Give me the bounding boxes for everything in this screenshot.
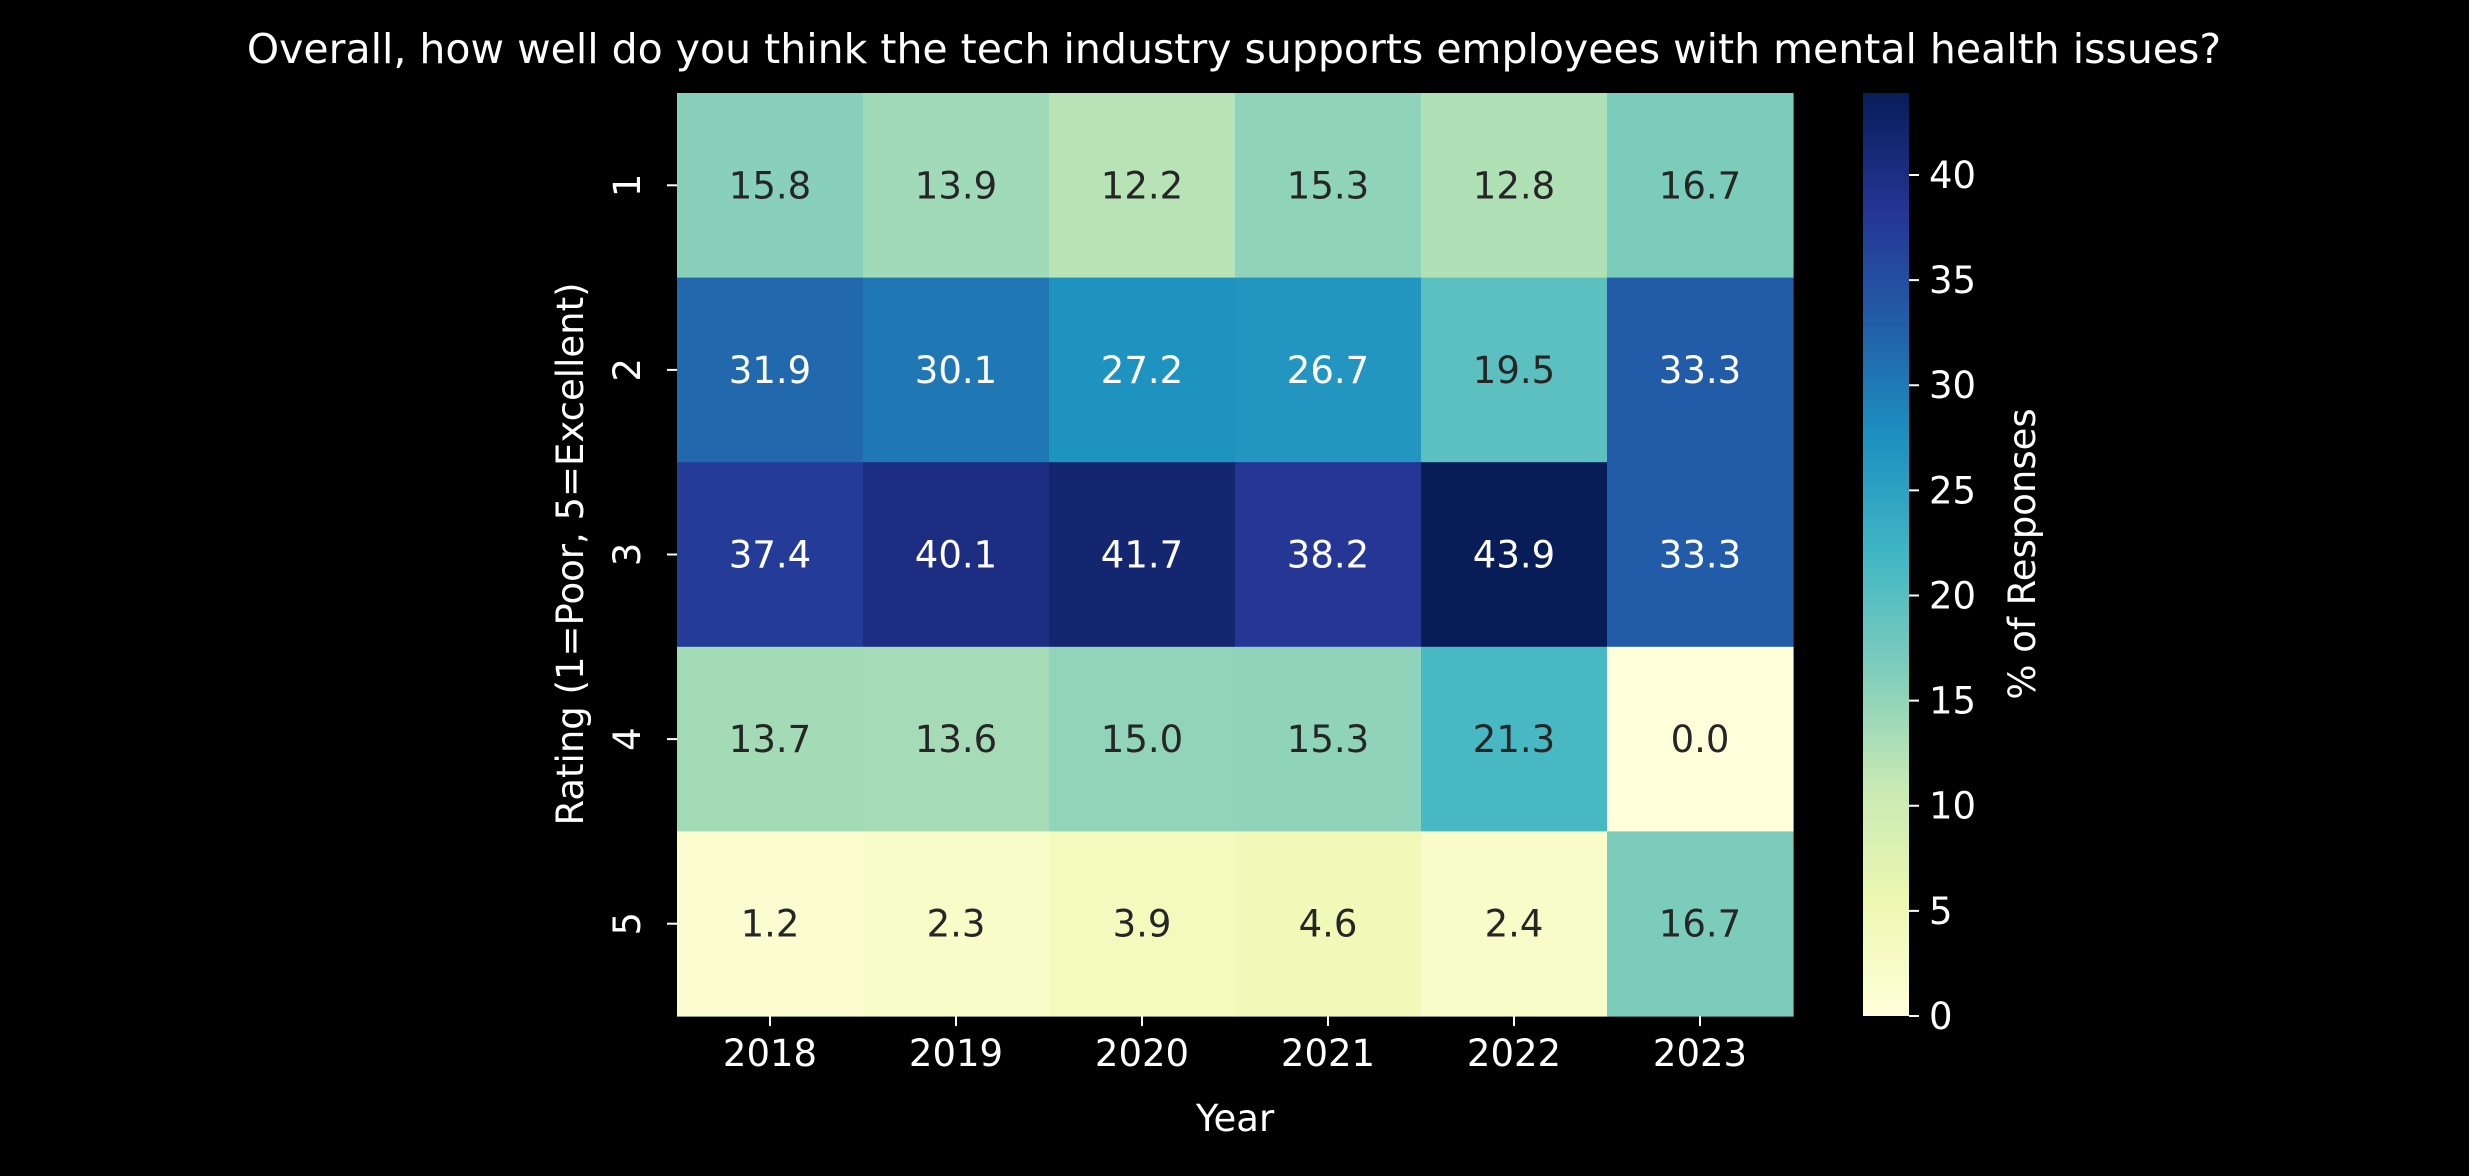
cell-value-label: 13.6: [915, 718, 997, 761]
cell-value-label: 38.2: [1287, 534, 1369, 577]
y-tick-label: 5: [606, 912, 649, 936]
cell-value-label: 37.4: [729, 534, 811, 577]
heatmap-cell: [1421, 462, 1608, 648]
heatmap-cell: [1421, 831, 1608, 1017]
x-axis: 2018 2019 2020 2021 2022 2023: [723, 1016, 1747, 1075]
cell-value-label: 3.9: [1113, 903, 1172, 946]
heatmap-cell: [1049, 277, 1236, 463]
cell-value-label: 41.7: [1101, 534, 1183, 577]
colorbar-label: % of Responses: [2001, 408, 2044, 699]
cell-value-label: 26.7: [1287, 349, 1369, 392]
x-tick-label: 2021: [1281, 1032, 1375, 1075]
heatmap-cell: [863, 462, 1050, 648]
cell-value-label: 13.7: [729, 718, 811, 761]
cell-value-label: 19.5: [1473, 349, 1555, 392]
cell-value-label: 30.1: [915, 349, 997, 392]
heatmap-cell: [1421, 93, 1608, 279]
chart-title: Overall, how well do you think the tech …: [247, 25, 2221, 73]
heatmap-cell: [1607, 93, 1794, 279]
heatmap-cell: [1607, 277, 1794, 463]
heatmap-cell: [1049, 93, 1236, 279]
heatmap-cells: [677, 93, 1794, 1017]
cell-value-label: 15.8: [729, 164, 811, 207]
x-tick-label: 2018: [723, 1032, 817, 1075]
y-axis: 1 2 3 4 5: [606, 174, 677, 936]
heatmap-cell: [1235, 93, 1422, 279]
heatmap-cell: [1235, 277, 1422, 463]
cell-value-label: 1.2: [741, 903, 800, 946]
heatmap-cell: [1421, 277, 1608, 463]
cell-value-label: 43.9: [1473, 534, 1555, 577]
colorbar-tick-label: 15: [1929, 680, 1976, 723]
heatmap-cell: [1235, 831, 1422, 1017]
cell-value-label: 33.3: [1659, 534, 1741, 577]
colorbar-gradient: [1863, 93, 1909, 1016]
heatmap-cell: [677, 646, 864, 832]
cell-value-label: 21.3: [1473, 718, 1555, 761]
y-axis-label: Rating (1=Poor, 5=Excellent): [549, 282, 592, 825]
heatmap-cell: [1049, 646, 1236, 832]
colorbar-tick-label: 25: [1929, 469, 1976, 512]
cell-value-label: 15.3: [1287, 718, 1369, 761]
cell-value-label: 15.3: [1287, 164, 1369, 207]
cell-value-label: 16.7: [1659, 164, 1741, 207]
heatmap-cell: [863, 831, 1050, 1017]
heatmap-cell: [1421, 646, 1608, 832]
cell-value-label: 15.0: [1101, 718, 1183, 761]
colorbar-tick-label: 35: [1929, 259, 1976, 302]
y-tick-label: 3: [606, 543, 649, 567]
heatmap-cell: [677, 831, 864, 1017]
cell-value-label: 31.9: [729, 349, 811, 392]
cell-value-label: 0.0: [1671, 718, 1730, 761]
heatmap-cell: [1607, 646, 1794, 832]
x-tick-label: 2019: [909, 1032, 1003, 1075]
heatmap-cell: [863, 646, 1050, 832]
y-tick-label: 1: [606, 174, 649, 198]
x-tick-label: 2020: [1095, 1032, 1189, 1075]
heatmap-cell: [677, 277, 864, 463]
colorbar-tick-label: 30: [1929, 364, 1976, 407]
colorbar-tick-label: 0: [1929, 995, 1953, 1038]
y-tick-label: 2: [606, 358, 649, 382]
cell-value-label: 2.4: [1485, 903, 1544, 946]
cell-value-label: 27.2: [1101, 349, 1183, 392]
colorbar-tick-label: 10: [1929, 785, 1976, 828]
cell-value-label: 12.8: [1473, 164, 1555, 207]
colorbar-tick-label: 5: [1929, 890, 1953, 933]
heatmap-cell: [677, 462, 864, 648]
x-tick-label: 2023: [1653, 1032, 1747, 1075]
y-tick-label: 4: [606, 727, 649, 751]
heatmap-cell: [1235, 462, 1422, 648]
cell-value-label: 13.9: [915, 164, 997, 207]
cell-value-label: 33.3: [1659, 349, 1741, 392]
x-tick-label: 2022: [1467, 1032, 1561, 1075]
cell-value-label: 40.1: [915, 534, 997, 577]
heatmap-cell: [1235, 646, 1422, 832]
x-axis-label: Year: [1195, 1097, 1275, 1140]
colorbar-tick-label: 20: [1929, 574, 1976, 617]
cell-value-label: 4.6: [1299, 903, 1358, 946]
heatmap-cell: [1049, 831, 1236, 1017]
heatmap-cell-labels: 15.8 13.9 12.2 15.3 12.8 16.7 31.9 30.1 27.2 26.7…: [729, 164, 1741, 945]
cell-value-label: 12.2: [1101, 164, 1183, 207]
cell-value-label: 16.7: [1659, 903, 1741, 946]
heatmap-cell: [863, 277, 1050, 463]
heatmap-cell: [677, 93, 864, 279]
heatmap-cell: [1049, 462, 1236, 648]
heatmap-cell: [863, 93, 1050, 279]
colorbar-tick-label: 40: [1929, 154, 1976, 197]
colorbar: 0 5 10 15 20 25 30 35 40: [1863, 93, 1976, 1038]
heatmap-cell: [1607, 831, 1794, 1017]
heatmap-cell: [1607, 462, 1794, 648]
cell-value-label: 2.3: [927, 903, 986, 946]
